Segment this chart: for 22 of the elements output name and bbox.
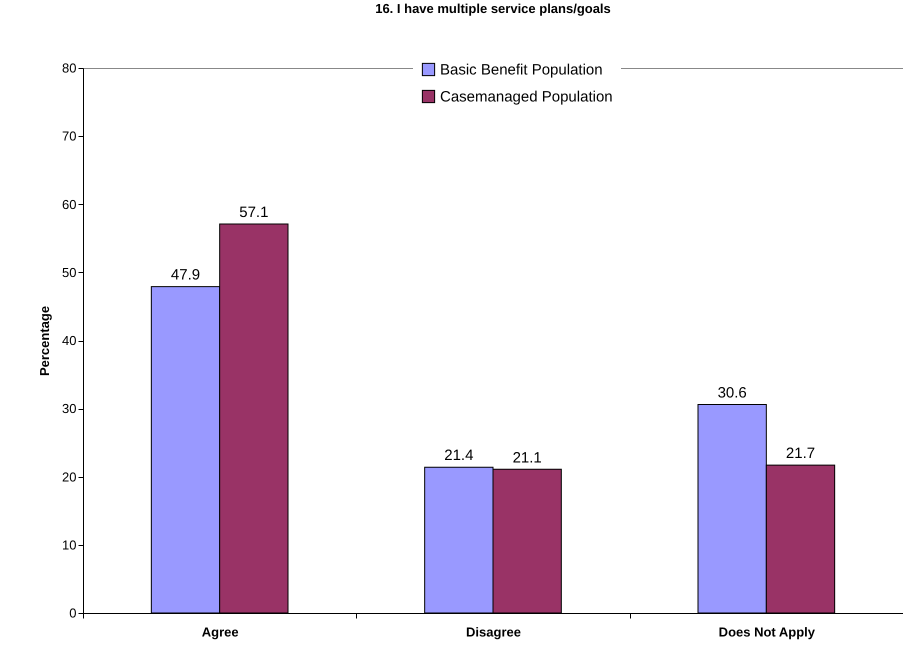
data-label: 21.1 [512,449,542,466]
y-tick-label: 80 [62,60,76,76]
data-label: 30.6 [718,384,747,402]
y-tick-label: 20 [62,469,76,484]
x-tick-label: Disagree [466,624,521,640]
y-tick-label: 0 [69,606,76,620]
data-label: 57.1 [239,204,268,222]
chart-title: 16. I have multiple service plans/goals [375,1,611,16]
x-tick-label: Does Not Apply [718,624,816,640]
y-tick-label: 50 [62,264,76,280]
y-axis-title: Percentage [37,306,52,376]
y-tick-label: 70 [62,128,76,144]
data-label: 21.7 [786,445,816,462]
data-label: 47.9 [170,266,200,284]
y-tick-label: 30 [62,401,76,416]
legend-label: Basic Benefit Population [440,62,603,78]
x-tick-label: Agree [202,624,239,640]
legend-label: Casemanaged Population [440,88,613,106]
y-tick-label: 60 [62,196,76,212]
data-label: 21.4 [444,447,474,464]
y-tick-label: 10 [62,537,76,552]
y-tick-label: 40 [62,333,76,348]
